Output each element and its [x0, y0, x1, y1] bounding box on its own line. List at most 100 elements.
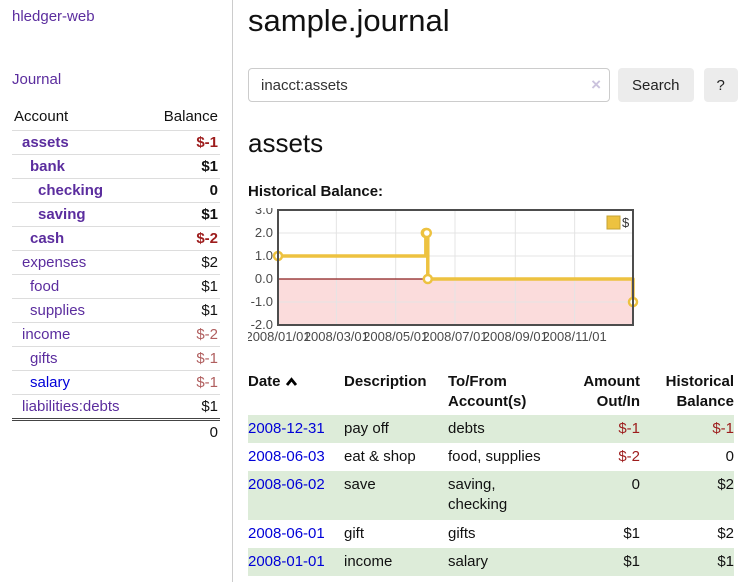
account-link[interactable]: expenses	[22, 254, 87, 271]
register-row: 2008-12-31 pay off debts $-1 $-1	[248, 414, 734, 443]
x-tick-label: 2008/05/01	[363, 329, 428, 344]
col-header-amount: Amount Out/In	[583, 373, 640, 411]
account-link[interactable]: food	[30, 278, 60, 295]
accounts-header-account: Account	[14, 108, 69, 125]
account-row: saving $1	[12, 202, 220, 227]
account-row: cash $-2	[12, 226, 220, 251]
chart-title-label: Historical Balance:	[248, 183, 384, 201]
sidebar: hledger-web Journal Account Balance asse…	[0, 0, 232, 582]
transaction-amount: $-1	[566, 414, 640, 443]
journal-link[interactable]: Journal	[12, 71, 62, 88]
transaction-amount: $1	[623, 524, 640, 542]
y-tick-label: 0.0	[255, 271, 273, 286]
account-balance: $1	[146, 298, 220, 323]
register-row: 2008-06-01 gift gifts $1 $2	[248, 520, 734, 548]
account-balance: $-1	[146, 346, 220, 371]
legend-swatch	[606, 215, 621, 230]
legend-label: $	[622, 215, 630, 230]
account-row: supplies $1	[12, 298, 220, 323]
y-tick-label: -1.0	[251, 294, 273, 309]
sort-ascending-icon	[285, 373, 298, 393]
data-point-marker	[421, 227, 433, 239]
help-button[interactable]: ?	[703, 68, 738, 103]
data-point-marker	[422, 273, 434, 285]
account-link[interactable]: cash	[30, 230, 65, 247]
x-tick-label: 2008/11/01	[543, 329, 607, 344]
account-balance: $2	[146, 250, 220, 275]
search-input[interactable]	[248, 68, 610, 103]
account-balance: $1	[146, 274, 220, 299]
y-tick-label: -2.0	[251, 317, 273, 332]
account-link[interactable]: bank	[30, 158, 66, 175]
search-wrap: ×	[248, 68, 610, 103]
accounts-total-value: 0	[146, 418, 220, 444]
transaction-date-link[interactable]: 2008-12-31	[248, 419, 325, 437]
search-button[interactable]: Search	[618, 68, 694, 103]
account-row: assets $-1	[12, 130, 220, 155]
chart-svg: $3.0 2.0 1.0 0.0 -1.0 -2.02008/01/012008/03/0…	[245, 202, 639, 344]
search-row: × Search ?	[248, 68, 738, 103]
account-row: income $-2	[12, 322, 220, 347]
account-balance: $1	[146, 202, 220, 227]
transaction-accounts: saving, checking	[448, 471, 566, 520]
accounts-table: Account Balance assets $-1 bank $1 checking 0…	[12, 105, 220, 444]
account-row: bank $1	[12, 154, 220, 179]
main-content: sample.journal × Search ? assets Histori…	[245, 0, 738, 577]
account-balance: $1	[146, 394, 220, 420]
transaction-description: income	[344, 547, 448, 577]
x-tick-label: 2008/07/01	[422, 329, 487, 344]
transaction-accounts: debts	[448, 414, 566, 443]
transaction-balance: 0	[725, 447, 734, 465]
account-balance: $-1	[146, 130, 220, 155]
transaction-balance: $2	[640, 471, 734, 520]
app-title-link[interactable]: hledger-web	[12, 8, 95, 25]
page-title: sample.journal	[248, 3, 450, 38]
clear-search-icon[interactable]: ×	[591, 75, 601, 95]
register-header-row: Date Description To/From Account(s) Amou…	[248, 370, 734, 415]
account-row: gifts $-1	[12, 346, 220, 371]
account-link[interactable]: income	[22, 326, 71, 343]
col-header-description: Description	[344, 373, 427, 391]
transaction-amount: $1	[566, 547, 640, 577]
account-link[interactable]: supplies	[30, 302, 86, 319]
register-row: 2008-06-02 save saving, checking 0 $2	[248, 471, 734, 520]
account-link[interactable]: assets	[22, 134, 69, 151]
col-header-balance: Historical Balance	[665, 373, 734, 411]
account-row: liabilities:debts $1	[12, 394, 220, 420]
y-tick-label: 3.0	[255, 208, 273, 217]
account-link[interactable]: saving	[38, 206, 86, 223]
account-link[interactable]: salary	[30, 374, 71, 391]
transaction-date-link[interactable]: 2008-01-01	[248, 552, 325, 570]
account-balance: $-2	[146, 322, 220, 347]
register-table: Date Description To/From Account(s) Amou…	[248, 370, 734, 577]
accounts-header-balance: Balance	[163, 108, 218, 125]
transaction-balance: $-1	[640, 414, 734, 443]
transaction-accounts: gifts	[448, 524, 476, 542]
y-tick-label: 1.0	[255, 248, 273, 263]
transaction-amount: $-2	[618, 447, 640, 465]
account-row: food $1	[12, 274, 220, 299]
transaction-description: save	[344, 471, 448, 520]
x-tick-label: 2008/01/01	[248, 329, 311, 344]
transaction-description: pay off	[344, 414, 448, 443]
account-balance: $-2	[146, 226, 220, 251]
register-row: 2008-01-01 income salary $1 $1	[248, 547, 734, 577]
col-header-accounts: To/From Account(s)	[448, 373, 527, 411]
y-tick-label: 2.0	[255, 225, 273, 240]
account-link[interactable]: checking	[38, 182, 104, 199]
sidebar-divider	[232, 0, 233, 582]
x-tick-label: 2008/09/01	[483, 329, 548, 344]
account-row: checking 0	[12, 178, 220, 203]
transaction-amount: 0	[566, 471, 640, 520]
transaction-accounts: food, supplies	[448, 447, 541, 465]
transaction-balance: $2	[717, 524, 734, 542]
col-header-date[interactable]: Date	[248, 370, 344, 415]
transaction-date-link[interactable]: 2008-06-01	[248, 524, 325, 542]
account-row: expenses $2	[12, 250, 220, 275]
transaction-date-link[interactable]: 2008-06-03	[248, 447, 325, 465]
transaction-date-link[interactable]: 2008-06-02	[248, 476, 325, 494]
x-tick-label: 2008/03/01	[304, 329, 369, 344]
account-link[interactable]: gifts	[30, 350, 58, 367]
account-link[interactable]: liabilities:debts	[22, 398, 120, 415]
register-row: 2008-06-03 eat & shop food, supplies $-2 0	[248, 443, 734, 471]
